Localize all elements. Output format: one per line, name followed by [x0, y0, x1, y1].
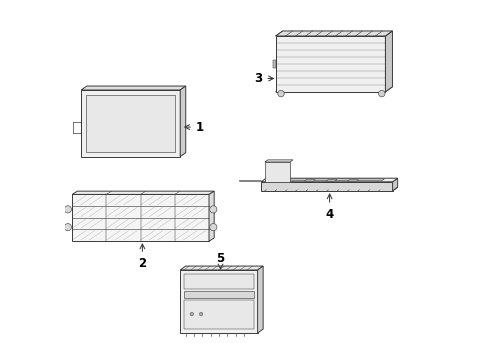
- Circle shape: [210, 224, 217, 231]
- Text: 2: 2: [138, 244, 147, 270]
- Polygon shape: [81, 86, 186, 90]
- Polygon shape: [184, 291, 254, 298]
- Polygon shape: [258, 266, 263, 333]
- Polygon shape: [180, 270, 258, 333]
- Polygon shape: [72, 194, 209, 241]
- Circle shape: [64, 224, 72, 231]
- Polygon shape: [209, 191, 214, 241]
- Text: 4: 4: [325, 194, 334, 221]
- Polygon shape: [347, 180, 359, 181]
- Polygon shape: [240, 180, 261, 182]
- Polygon shape: [180, 266, 263, 270]
- Polygon shape: [386, 31, 392, 92]
- Polygon shape: [272, 179, 384, 181]
- Text: 5: 5: [217, 252, 224, 269]
- Polygon shape: [184, 300, 254, 329]
- Polygon shape: [180, 86, 186, 157]
- Polygon shape: [184, 274, 254, 289]
- Polygon shape: [392, 178, 398, 191]
- Circle shape: [210, 206, 217, 213]
- Polygon shape: [275, 31, 392, 36]
- Polygon shape: [261, 182, 392, 191]
- Polygon shape: [261, 178, 398, 182]
- Circle shape: [64, 206, 72, 213]
- Circle shape: [199, 312, 203, 316]
- Polygon shape: [304, 180, 316, 181]
- Circle shape: [190, 312, 194, 316]
- Polygon shape: [265, 160, 293, 162]
- Polygon shape: [275, 87, 392, 92]
- Polygon shape: [261, 187, 398, 191]
- Polygon shape: [86, 95, 175, 152]
- Polygon shape: [81, 90, 180, 157]
- Polygon shape: [326, 180, 337, 181]
- Polygon shape: [72, 191, 214, 194]
- Polygon shape: [275, 36, 386, 92]
- Text: 1: 1: [185, 121, 204, 134]
- Polygon shape: [273, 60, 275, 68]
- Text: 3: 3: [254, 72, 273, 85]
- Circle shape: [278, 90, 284, 97]
- Polygon shape: [265, 162, 290, 182]
- Circle shape: [379, 90, 385, 97]
